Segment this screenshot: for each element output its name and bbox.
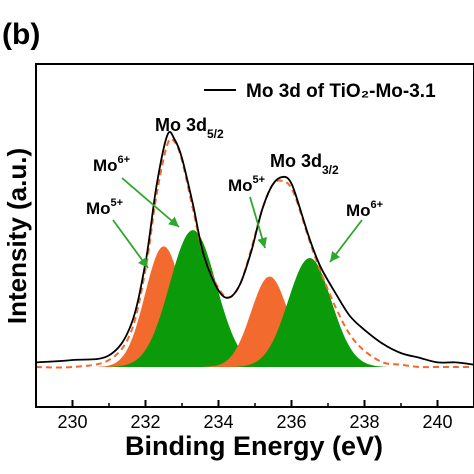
fit-envelope-line <box>35 137 474 369</box>
x-tick-label: 230 <box>57 412 87 432</box>
arrow-mo6-left <box>121 177 180 228</box>
annotation-peak-mo3d32: Mo 3d3/2 <box>270 151 339 177</box>
annotation-mo6-right: Mo6+ <box>346 199 383 220</box>
x-axis-label: Binding Energy (eV) <box>125 431 383 461</box>
legend-label: Mo 3d of TiO₂-Mo-3.1 <box>246 81 436 102</box>
x-tick-label: 236 <box>276 412 306 432</box>
x-tick-label: 238 <box>349 412 379 432</box>
component-peaks <box>98 230 386 367</box>
arrow-mo5-left <box>112 219 149 269</box>
annotation-peak-mo3d52: Mo 3d5/2 <box>155 115 224 141</box>
component-peak-4 <box>233 258 386 367</box>
x-tick-label: 240 <box>422 412 452 432</box>
legend: Mo 3d of TiO₂-Mo-3.1 <box>204 81 436 102</box>
panel-label: (b) <box>2 18 40 51</box>
x-tick-label: 232 <box>130 412 160 432</box>
arrow-mo5-right <box>249 196 267 249</box>
x-tick-label: 234 <box>203 412 233 432</box>
annotation-arrows <box>112 177 363 269</box>
annotation-mo5-left: Mo5+ <box>86 197 123 218</box>
component-peak-3 <box>204 276 335 367</box>
component-peak-2 <box>111 230 275 367</box>
raw-spectrum-line <box>35 131 474 366</box>
arrow-mo6-right <box>329 219 363 263</box>
y-axis-label: Intensity (a.u.) <box>2 148 32 324</box>
annotation-mo5-right: Mo5+ <box>228 174 265 195</box>
x-axis-ticks: 230 232 234 236 238 240 <box>35 400 474 432</box>
annotation-mo6-left: Mo6+ <box>93 154 130 175</box>
